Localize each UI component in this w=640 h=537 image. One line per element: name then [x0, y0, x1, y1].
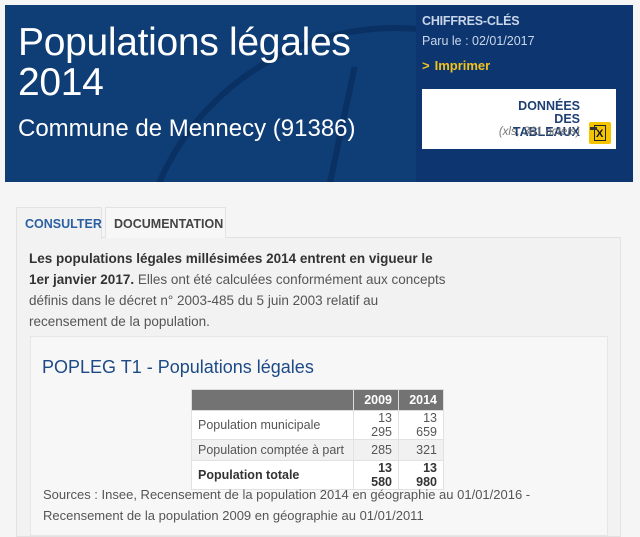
column-header-2014: 2014: [398, 389, 444, 411]
tab-consulter[interactable]: CONSULTER: [16, 207, 102, 239]
published-date: Paru le : 02/01/2017: [422, 34, 535, 48]
table-row: Population comptée à part 285 321: [191, 439, 444, 461]
sources-note: Sources : Insee, Recensement de la popul…: [43, 487, 531, 523]
download-label-text: DONNÉES DES TABLEAUX: [512, 99, 580, 139]
print-link-label: Imprimer: [434, 58, 491, 73]
page-banner: Populations légales 2014 Commune de Menn…: [5, 5, 633, 182]
table-title: POPLEG T1 - Populations légales: [42, 357, 314, 377]
value-2014: 321: [398, 439, 444, 461]
download-label: DONNÉES DES TABLEAUX: [490, 100, 580, 139]
table-row-total: Population totale 13 580 13 980: [191, 460, 444, 490]
row-label: Population municipale: [191, 410, 354, 440]
intro-bold: Les populations légales millésimées 2014…: [29, 251, 433, 287]
xls-file-icon: X: [589, 122, 611, 144]
value-2009: 285: [353, 439, 399, 461]
value-2009: 13 580: [353, 460, 399, 490]
table-row: Population municipale 13 295 13 659: [191, 410, 444, 440]
intro-text: Elles ont été calculées conformément aux…: [29, 272, 446, 329]
value-2014: 13 980: [398, 460, 444, 490]
category-label: CHIFFRES-CLÉS: [422, 14, 520, 28]
value-2009: 13 295: [353, 410, 399, 440]
table-header-row: 2009 2014: [191, 389, 444, 411]
population-table: 2009 2014 Population municipale 13 295 1…: [191, 389, 444, 490]
chevron-right-icon: >: [422, 58, 430, 73]
column-header-2009: 2009: [353, 389, 399, 411]
page-title: Populations légales 2014: [18, 21, 351, 104]
print-link[interactable]: > Imprimer: [422, 58, 490, 73]
intro-paragraph: Les populations légales millésimées 2014…: [29, 248, 449, 332]
row-label: Population totale: [191, 460, 354, 490]
download-data-button[interactable]: DONNÉES DES TABLEAUX (xls, 361 octets) X: [422, 89, 616, 149]
row-label: Population comptée à part: [191, 439, 354, 461]
download-meta: (xls, 361 octets): [498, 126, 580, 138]
value-2014: 13 659: [398, 410, 444, 440]
column-header-label: [191, 389, 354, 411]
page-subtitle: Commune de Mennecy (91386): [18, 115, 356, 142]
tab-documentation[interactable]: DOCUMENTATION: [105, 207, 226, 238]
